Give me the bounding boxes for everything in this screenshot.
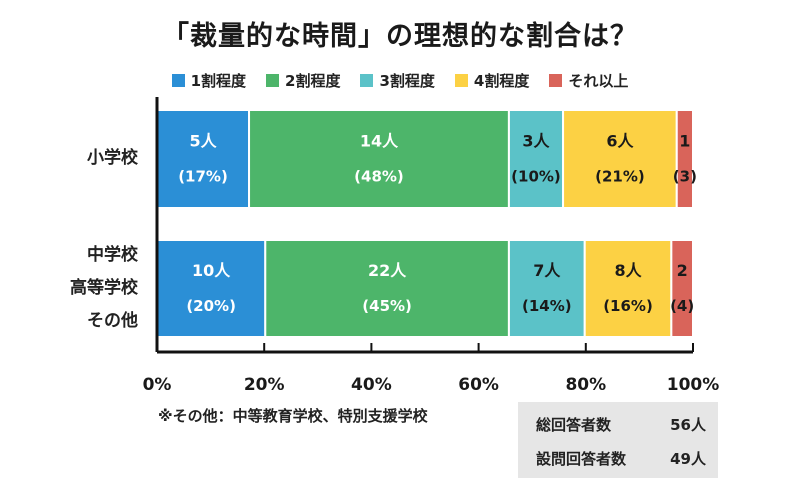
bar-percent-label: (3) <box>673 168 697 186</box>
legend-item-2: 2割程度 <box>266 70 340 91</box>
x-tick-label: 0% <box>143 375 172 395</box>
category-label-elementary: 小学校 <box>28 142 138 175</box>
bar-segment <box>670 239 695 338</box>
bar-segment <box>264 239 510 338</box>
bar-count-label: 14人 <box>360 131 399 150</box>
x-tick-label: 80% <box>565 375 606 395</box>
bar-segment <box>156 109 251 209</box>
bar-segment <box>675 109 694 209</box>
bar-count-label: 2 <box>677 261 688 280</box>
footnote: ※その他：中等教育学校、特別支援学校 <box>158 407 428 425</box>
x-tick-label: 20% <box>244 375 285 395</box>
bar-segment <box>507 239 586 338</box>
bar-segment <box>248 109 510 209</box>
bar-percent-label: (48%) <box>354 168 404 186</box>
total-respondents-value: 56人 <box>670 416 706 434</box>
question-respondents-value: 49人 <box>670 450 706 468</box>
legend-swatch-3 <box>360 74 374 87</box>
bar-count-label: 22人 <box>368 261 407 280</box>
legend-swatch-5 <box>549 74 563 87</box>
bar-segment <box>156 239 267 338</box>
bar-segment <box>507 109 565 209</box>
legend-label-3: 3割程度 <box>379 72 435 90</box>
bar-count-label: 3人 <box>522 131 550 150</box>
bar-percent-label: (21%) <box>595 168 645 186</box>
legend-item-3: 3割程度 <box>360 70 435 91</box>
question-respondents-row: 設問回答者数 49人 <box>536 448 706 469</box>
legend-label-2: 2割程度 <box>285 72 341 90</box>
bar-count-label: 7人 <box>533 261 561 280</box>
bar-percent-label: (10%) <box>511 168 561 186</box>
bar-count-label: 10人 <box>192 261 231 280</box>
bar-segment <box>583 239 673 338</box>
legend-swatch-2 <box>266 74 280 87</box>
bar-percent-label: (20%) <box>186 297 236 315</box>
chart-title: 「裁量的な時間」の理想的な割合は？ <box>162 21 638 52</box>
total-respondents-row: 総回答者数 56人 <box>536 414 706 435</box>
question-respondents-label: 設問回答者数 <box>536 450 627 468</box>
legend-label-5: それ以上 <box>568 72 629 90</box>
bar-count-label: 8人 <box>614 261 642 280</box>
bar-percent-label: (17%) <box>178 168 228 186</box>
bar-percent-label: (4) <box>670 297 694 315</box>
bar-count-label: 5人 <box>189 131 217 150</box>
category-label-line: 小学校 <box>87 148 138 168</box>
x-tick-label: 100% <box>667 375 720 395</box>
category-label-line: 高等学校 <box>70 278 138 298</box>
legend-label-1: 1割程度 <box>190 72 247 90</box>
bar-count-label: 6人 <box>606 131 634 150</box>
bar-percent-label: (45%) <box>362 297 412 315</box>
x-tick-label: 60% <box>458 375 499 395</box>
legend-item-5: それ以上 <box>549 70 628 91</box>
legend: 1割程度 2割程度 3割程度 4割程度 それ以上 <box>0 70 800 91</box>
legend-item-1: 1割程度 <box>171 70 247 91</box>
legend-item-4: 4割程度 <box>454 70 530 91</box>
respondent-totals-box: 総回答者数 56人 設問回答者数 49人 <box>518 402 718 478</box>
total-respondents-label: 総回答者数 <box>536 416 612 434</box>
bar-percent-label: (14%) <box>522 297 572 315</box>
category-label-line: その他 <box>87 311 138 331</box>
legend-swatch-1 <box>171 74 185 87</box>
bar-percent-label: (16%) <box>603 297 653 315</box>
legend-swatch-4 <box>454 74 468 87</box>
bar-count-label: 1 <box>679 131 690 150</box>
bar-segment <box>562 109 678 209</box>
x-tick-label: 40% <box>351 375 392 395</box>
category-label-line: 中学校 <box>87 245 138 265</box>
legend-label-4: 4割程度 <box>473 72 530 90</box>
category-label-secondary: 中学校 高等学校 その他 <box>28 239 138 338</box>
